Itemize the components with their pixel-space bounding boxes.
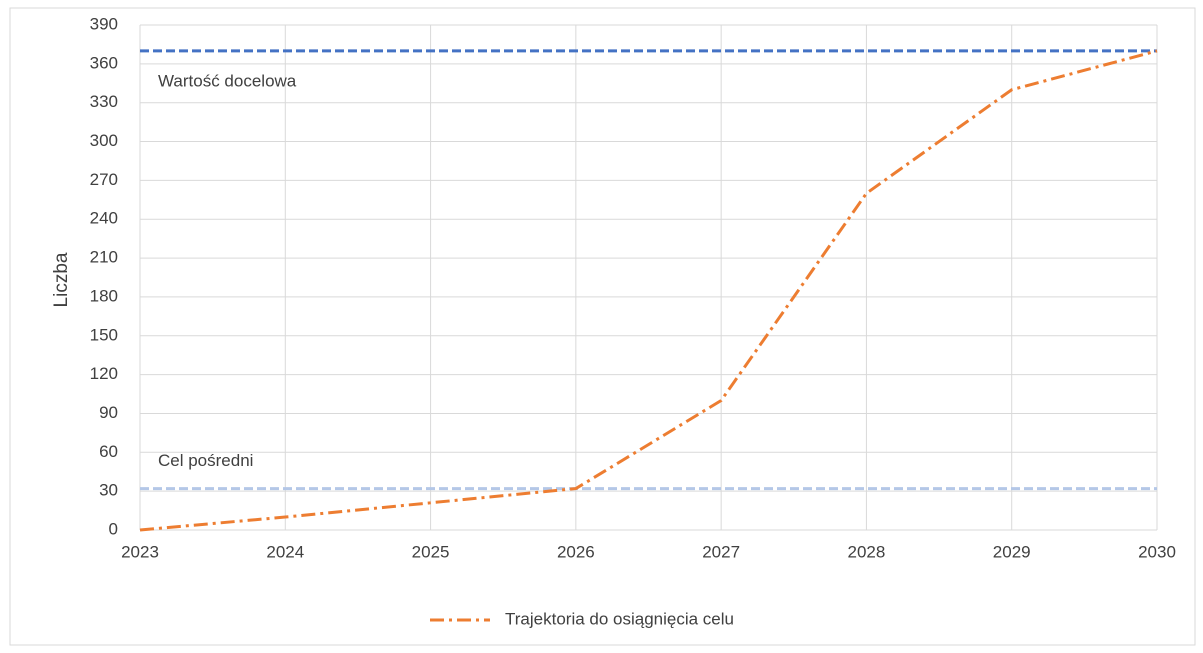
x-tick-label: 2030 [1138, 542, 1176, 561]
y-tick-label: 390 [90, 14, 118, 33]
series-line [139, 49, 1158, 532]
y-tick-label: 330 [90, 92, 118, 111]
y-tick-label: 30 [99, 481, 118, 500]
y-tick-label: 180 [90, 286, 118, 305]
y-tick-label: 300 [90, 131, 118, 150]
reference-label: Wartość docelowa [158, 71, 297, 90]
y-tick-label: 240 [90, 209, 118, 228]
x-tick-label: 2027 [702, 542, 740, 561]
y-tick-label: 0 [109, 519, 118, 538]
y-tick-label: 270 [90, 170, 118, 189]
y-tick-label: 360 [90, 53, 118, 72]
legend-label: Trajektoria do osiągnięcia celu [505, 609, 734, 628]
x-tick-label: 2024 [266, 542, 304, 561]
y-axis-label: Liczba [51, 252, 72, 307]
chart-border [9, 7, 1196, 646]
y-tick-label: 60 [99, 442, 118, 461]
reference-label: Cel pośredni [158, 451, 253, 470]
x-tick-label: 2026 [557, 542, 595, 561]
y-tick-label: 210 [90, 248, 118, 267]
x-tick-label: 2029 [993, 542, 1031, 561]
y-tick-label: 120 [90, 364, 118, 383]
x-tick-label: 2028 [848, 542, 886, 561]
y-tick-label: 150 [90, 325, 118, 344]
x-tick-label: 2025 [412, 542, 450, 561]
y-tick-label: 90 [99, 403, 118, 422]
x-tick-label: 2023 [121, 542, 159, 561]
